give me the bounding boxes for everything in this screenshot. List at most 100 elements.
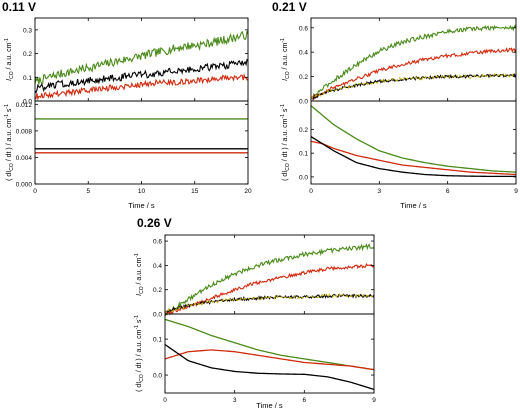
y-label-text: ( dI [282, 171, 289, 181]
y-label-rest: / dt ) / a.u. cm [282, 118, 289, 163]
y-tick-label: 0.000 [16, 182, 33, 189]
y-tick-label: 0.2 [299, 127, 308, 134]
y-tick-label: 0.4 [299, 50, 308, 57]
x-axis-label: Time / s [256, 401, 283, 410]
y-tick-label: 0.008 [16, 128, 33, 135]
y-label-sup1: -1 [134, 325, 140, 330]
y-axis-label: ICO / a.u. cm-1 [134, 253, 145, 296]
y-label-sub: CO [285, 163, 291, 171]
series-line-3 [164, 343, 375, 391]
x-tick-label: 5 [86, 188, 90, 195]
x-tick-label: 10 [138, 188, 146, 195]
series-line-1 [310, 24, 517, 99]
y-label-sub: CO [139, 374, 145, 382]
y-label-main: I [6, 79, 13, 81]
y-tick-label: 0.0 [153, 373, 162, 380]
x-tick-label: 3 [378, 188, 382, 195]
y-label-text: ( dI [136, 382, 143, 392]
series-line-1 [34, 30, 249, 85]
subplot-bottom: 0.0 0.1 ( dICO / dt ) / a.u. cm-1 s-1 [134, 315, 375, 392]
y-label-sup: -1 [4, 38, 10, 43]
x-tick-label: 0 [309, 188, 313, 195]
y-label-sup1: -1 [4, 114, 10, 119]
y-axis-label: ( dICO / dt ) / a.u. cm-1 s-1 [134, 315, 145, 392]
series-line-4 [164, 292, 375, 314]
series-line-4 [310, 72, 517, 100]
panel-title-2: 0.21 V [272, 0, 307, 14]
series-line-2 [164, 349, 375, 371]
y-label-sub: CO [9, 163, 15, 171]
y-label-main: I [136, 294, 143, 296]
y-label-sup1: -1 [280, 114, 286, 119]
y-label-rest: / a.u. cm [282, 42, 289, 71]
y-tick-label: 0.6 [153, 239, 162, 246]
y-axis-label: ICO / a.u. cm-1 [280, 38, 291, 81]
y-label-sup2: -1 [280, 104, 286, 109]
y-label-sub: CO [285, 71, 291, 79]
x-tick-label: 3 [233, 397, 237, 404]
y-tick-label: 0.2 [153, 287, 162, 294]
series-line-3 [310, 136, 516, 178]
y-axis-label: ICO / a.u. cm-1 [4, 38, 15, 81]
subplot-bottom: 0.00.10.2( dICO / dt ) / a.u. cm-1 s-1 [280, 104, 517, 181]
y-label-sub: CO [9, 71, 15, 79]
series-line-3 [34, 72, 249, 101]
y-label-mid: s [282, 108, 289, 114]
y-axis-label: ( dICO / dt ) / a.u. cm-1 s-1 [280, 104, 291, 181]
x-tick-label: 0 [163, 397, 167, 404]
x-tick-label: 9 [514, 188, 518, 195]
x-axis-label: Time / s [128, 201, 155, 210]
y-tick-label: 0.0 [153, 312, 162, 319]
y-tick-label: 0.4 [153, 263, 162, 270]
series-line-1 [310, 105, 517, 173]
series-line-2 [164, 262, 375, 316]
y-tick-label: 0.0 [23, 99, 32, 106]
y-label-rest: / a.u. cm [6, 42, 13, 71]
series-line-2 [34, 58, 249, 94]
x-tick-label: 9 [372, 397, 376, 404]
y-label-mid: s [6, 108, 13, 114]
y-label-sup2: -1 [134, 315, 140, 320]
x-tick-label: 6 [446, 188, 450, 195]
y-tick-label: 0.1 [153, 337, 162, 344]
y-tick-label: 0.004 [16, 155, 33, 162]
y-tick-label: 0.2 [299, 74, 308, 81]
y-label-sub: CO [139, 286, 145, 294]
x-tick-label: 15 [191, 188, 199, 195]
y-label-rest: / dt ) / a.u. cm [136, 329, 143, 374]
y-tick-label: 0.1 [299, 151, 308, 158]
y-label-rest: / a.u. cm [136, 257, 143, 286]
y-tick-label: 0.1 [23, 75, 32, 82]
y-tick-label: 0.3 [23, 27, 32, 34]
panel-title-3: 0.26 V [137, 216, 172, 230]
panel-title-1: 0.11 V [2, 0, 37, 14]
series-line-2 [310, 140, 517, 176]
y-axis-label: ( dICO / dt ) / a.u. cm-1 s-1 [4, 104, 15, 181]
y-tick-label: 0.0 [299, 99, 308, 106]
x-tick-label: 0 [33, 188, 37, 195]
y-label-sup: -1 [134, 253, 140, 258]
y-tick-label: 0.012 [16, 102, 33, 109]
y-label-sup: -1 [280, 38, 286, 43]
y-label-text: ( dI [6, 171, 13, 181]
series-line-1 [164, 243, 375, 317]
x-tick-label: 6 [303, 397, 307, 404]
x-tick-label: 20 [244, 188, 252, 195]
y-label-main: I [282, 79, 289, 81]
series-line-1 [164, 318, 375, 371]
y-tick-label: 0.0 [299, 174, 308, 181]
y-tick-label: 0.6 [299, 25, 308, 32]
y-tick-label: 0.2 [23, 51, 32, 58]
y-label-rest: / dt ) / a.u. cm [6, 118, 13, 163]
x-axis-label: Time / s [400, 201, 427, 210]
series-line-2 [310, 47, 517, 101]
y-label-sup2: -1 [4, 104, 10, 109]
